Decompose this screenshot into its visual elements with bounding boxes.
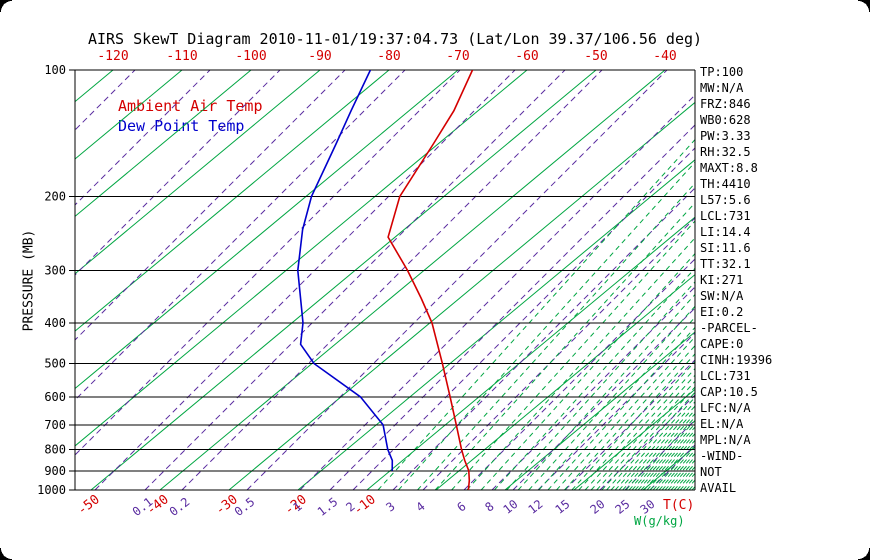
- stat-line: CINH:19396: [700, 353, 773, 367]
- window-corner: [858, 548, 870, 560]
- stat-line: -WIND-: [700, 449, 744, 463]
- pressure-tick-label: 700: [44, 418, 66, 432]
- top-temp-tick-label: -70: [446, 49, 469, 64]
- window-corner: [0, 0, 12, 12]
- temp-unit-label: T(C): [663, 498, 694, 513]
- stat-line: RH:32.5: [700, 145, 751, 159]
- stat-line: -PARCEL-: [700, 321, 758, 335]
- stats-panel: TP:100 MW:N/A FRZ:846 WB0:628 PW:3.33 RH:32.5…: [700, 64, 868, 496]
- mixing-ratio-tick-label: 3: [383, 499, 397, 514]
- top-temp-tick-label: -120: [97, 49, 128, 64]
- pressure-tick-label: 400: [44, 316, 66, 330]
- top-temp-tick-label: -100: [235, 49, 266, 64]
- stat-line: MAXT:8.8: [700, 161, 758, 175]
- mixing-ratio-tick-label: 25: [613, 497, 633, 517]
- pressure-tick-label: 1000: [37, 483, 66, 497]
- chart-title: AIRS SkewT Diagram 2010-11-01/19:37:04.7…: [87, 30, 703, 48]
- stat-line: LCL:731: [700, 369, 751, 383]
- dew-point-curve: [296, 70, 394, 471]
- mixing-ratio-tick-label: 4: [413, 499, 427, 514]
- stat-line: L57:5.6: [700, 193, 751, 207]
- pressure-tick-label: 600: [44, 390, 66, 404]
- mixing-ratio-tick-label: 12: [526, 497, 546, 517]
- pressure-tick-label: 200: [44, 189, 66, 203]
- pressure-tick-label: 800: [44, 442, 66, 456]
- stat-line: KI:271: [700, 273, 744, 287]
- pressure-tick-label: 100: [44, 63, 66, 77]
- stat-line: WB0:628: [700, 113, 751, 127]
- mixing-ratio-tick-label: 8: [482, 499, 496, 514]
- stat-line: SI:11.6: [700, 241, 751, 255]
- window-corner: [858, 0, 870, 12]
- top-temp-tick-label: -110: [166, 49, 197, 64]
- stat-line: CAP:10.5: [700, 385, 758, 399]
- stat-line: CAPE:0: [700, 337, 744, 351]
- stat-line: MPL:N/A: [700, 433, 751, 447]
- window-corner: [0, 548, 12, 560]
- pressure-tick-label: 500: [44, 357, 66, 371]
- mixing-ratio-tick-label: 1.5: [315, 495, 341, 519]
- stat-line: EI:0.2: [700, 305, 744, 319]
- stat-line: LI:14.4: [700, 225, 751, 239]
- mixing-ratio-tick-label: 15: [553, 497, 573, 517]
- stat-line: PW:3.33: [700, 129, 751, 143]
- stat-line: TH:4410: [700, 177, 751, 191]
- top-temp-tick-label: -40: [653, 49, 676, 64]
- legend-dew-point-temp: Dew Point Temp: [118, 117, 245, 135]
- legend-ambient-air-temp: Ambient Air Temp: [118, 97, 263, 115]
- mixing-ratio-tick-label: 10: [501, 497, 521, 517]
- top-temp-tick-label: -50: [584, 49, 607, 64]
- stat-line: LCL:731: [700, 209, 751, 223]
- top-temp-tick-label: -80: [377, 49, 400, 64]
- pressure-axis: 100 200 300 400 500 600 700 800 900 1000: [37, 63, 696, 497]
- ambient-temp-curve: [387, 70, 474, 490]
- pressure-tick-label: 300: [44, 263, 66, 277]
- stat-line: SW:N/A: [700, 289, 744, 303]
- stat-line: LFC:N/A: [700, 401, 751, 415]
- stat-line: EL:N/A: [700, 417, 744, 431]
- stat-line: NOT: [700, 465, 722, 479]
- mixing-unit-label: W(g/kg): [634, 514, 685, 528]
- background-grid: [75, 70, 695, 490]
- stat-line: TT:32.1: [700, 257, 751, 271]
- bottom-temp-tick-label: -50: [75, 492, 103, 518]
- stat-line: TP:100: [700, 65, 744, 79]
- pressure-tick-label: 900: [44, 464, 66, 478]
- top-temp-tick-label: -60: [515, 49, 538, 64]
- mixing-ratio-tick-label: 6: [454, 499, 468, 514]
- stat-line: FRZ:846: [700, 97, 751, 111]
- top-temp-tick-label: -90: [308, 49, 331, 64]
- stat-line: MW:N/A: [700, 81, 744, 95]
- mixing-ratio-tick-label: 0.2: [167, 495, 193, 519]
- stat-line: AVAIL: [700, 481, 737, 495]
- bottom-temp-tick-label: -10: [351, 492, 379, 518]
- mixing-ratio-tick-label: 20: [588, 497, 608, 517]
